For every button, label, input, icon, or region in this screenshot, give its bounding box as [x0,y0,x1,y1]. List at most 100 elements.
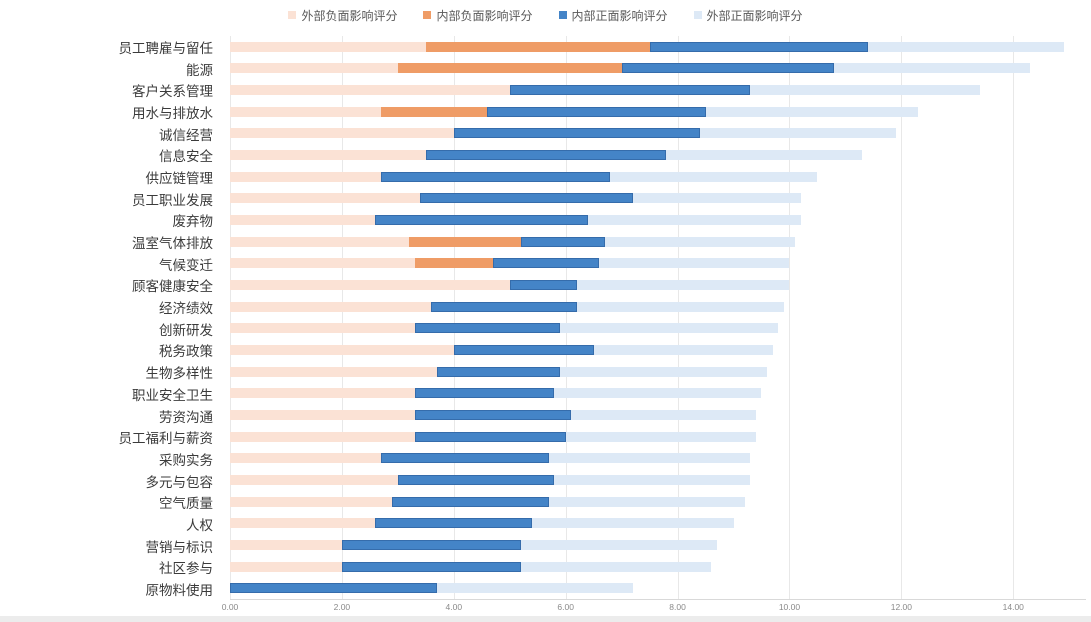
bar-row [230,101,1086,123]
bar-segment-external-positive [548,496,745,507]
bar-segment-internal-positive [431,301,577,312]
bar-row [230,426,1086,448]
stacked-bar [230,63,1086,74]
stacked-bar [230,41,1086,52]
category-label: 人权 [186,517,213,533]
x-axis-tick-label: 0.00 [221,602,239,612]
gridline [1013,36,1015,599]
bar-segment-external-positive [599,258,790,269]
bar-segment-external-negative [230,41,426,52]
bar-segment-internal-negative [414,258,493,269]
legend-label: 外部负面影响评分 [301,8,398,23]
legend-item-external-negative[interactable]: 外部负面影响评分 [288,7,397,24]
bar-segment-internal-negative [381,106,488,117]
gridline [341,36,343,599]
bar-segment-external-negative [230,561,342,572]
category-label: 能源 [186,62,213,78]
bar-segment-external-positive [604,236,796,247]
bar-row [230,274,1086,296]
bar-segment-external-positive [576,280,790,291]
stacked-bar [230,85,1086,96]
legend-swatch-internal-negative-icon [423,11,432,19]
stacked-bar [230,388,1086,399]
bar-row [230,123,1086,145]
bar-segment-external-negative [230,366,437,377]
bar-segment-internal-positive [453,345,594,356]
bar-segment-external-positive [699,128,896,139]
stacked-bar [230,539,1086,550]
bar-segment-external-positive [705,106,919,117]
bar-segment-external-positive [593,345,773,356]
bar-segment-external-positive [565,431,756,442]
bar-segment-external-negative [230,128,454,139]
bar-row [230,58,1086,80]
bar-segment-external-negative [230,474,398,485]
bar-segment-external-negative [230,215,376,226]
bar-segment-internal-negative [425,41,650,52]
bottom-strip [0,616,1091,622]
stacked-bar [230,193,1086,204]
bar-segment-internal-positive [341,539,521,550]
bar-row [230,188,1086,210]
bar-segment-external-negative [230,388,415,399]
category-label: 员工聘雇与留任 [118,40,214,56]
category-label: 社区参与 [159,561,213,577]
bar-segment-external-positive [520,561,712,572]
stacked-bar [230,518,1086,529]
stacked-bar [230,236,1086,247]
bar-row [230,209,1086,231]
bar-segment-external-negative [230,236,410,247]
bar-segment-external-positive [588,215,801,226]
category-label: 员工福利与薪资 [118,431,214,447]
bar-segment-internal-negative [397,63,622,74]
category-label: 营销与标识 [145,539,214,555]
bar-segment-external-negative [230,323,415,334]
bar-segment-internal-positive [414,388,555,399]
stacked-bar [230,431,1086,442]
bar-segment-external-negative [230,431,415,442]
bar-row [230,36,1086,58]
bar-segment-internal-positive [487,106,706,117]
x-axis-tick-label: 14.00 [1002,602,1024,612]
bar-row [230,556,1086,578]
gridline [677,36,679,599]
bar-row [230,512,1086,534]
bar-segment-external-negative [230,453,382,464]
gridline [565,36,567,599]
legend-item-internal-negative[interactable]: 内部负面影响评分 [423,7,533,24]
category-label: 原物料使用 [145,583,214,599]
bar-row [230,383,1086,405]
bar-segment-internal-positive [392,496,549,507]
bar-segment-internal-positive [341,561,521,572]
stacked-bar [230,128,1086,139]
bar-segment-internal-positive [453,128,700,139]
legend-item-external-positive[interactable]: 外部正面影响评分 [693,7,803,24]
legend-item-internal-positive[interactable]: 内部正面影响评分 [558,7,668,24]
gridline [453,36,455,599]
stacked-bar [230,583,1086,594]
stacked-bar [230,561,1086,572]
bar-row [230,447,1086,469]
bar-row [230,296,1086,318]
category-label: 空气质量 [159,496,213,512]
bar-segment-internal-positive [375,215,589,226]
bar-row [230,361,1086,383]
chart-legend: 外部负面影响评分 内部负面影响评分 内部正面影响评分 外部正面影响评分 [0,6,1091,24]
bar-segment-internal-positive [649,41,868,52]
legend-swatch-external-positive-icon [693,11,702,19]
bar-segment-internal-positive [492,258,600,269]
category-label: 多元与包容 [145,474,214,490]
stacked-bar [230,258,1086,269]
x-axis-tick-label: 6.00 [557,602,574,612]
bar-row [230,253,1086,275]
category-labels: 员工聘雇与留任 能源 客户关系管理 用水与排放水 诚信经营 信息安全 供应链管理 员工职业发展… [0,36,222,600]
stacked-bar [230,323,1086,334]
category-label: 信息安全 [159,149,213,165]
bar-segment-internal-positive [414,431,566,442]
category-label: 气候变迁 [159,257,213,273]
bar-segment-internal-negative [409,236,521,247]
bar-row [230,469,1086,491]
stacked-bar [230,150,1086,161]
bar-segment-external-positive [554,388,762,399]
